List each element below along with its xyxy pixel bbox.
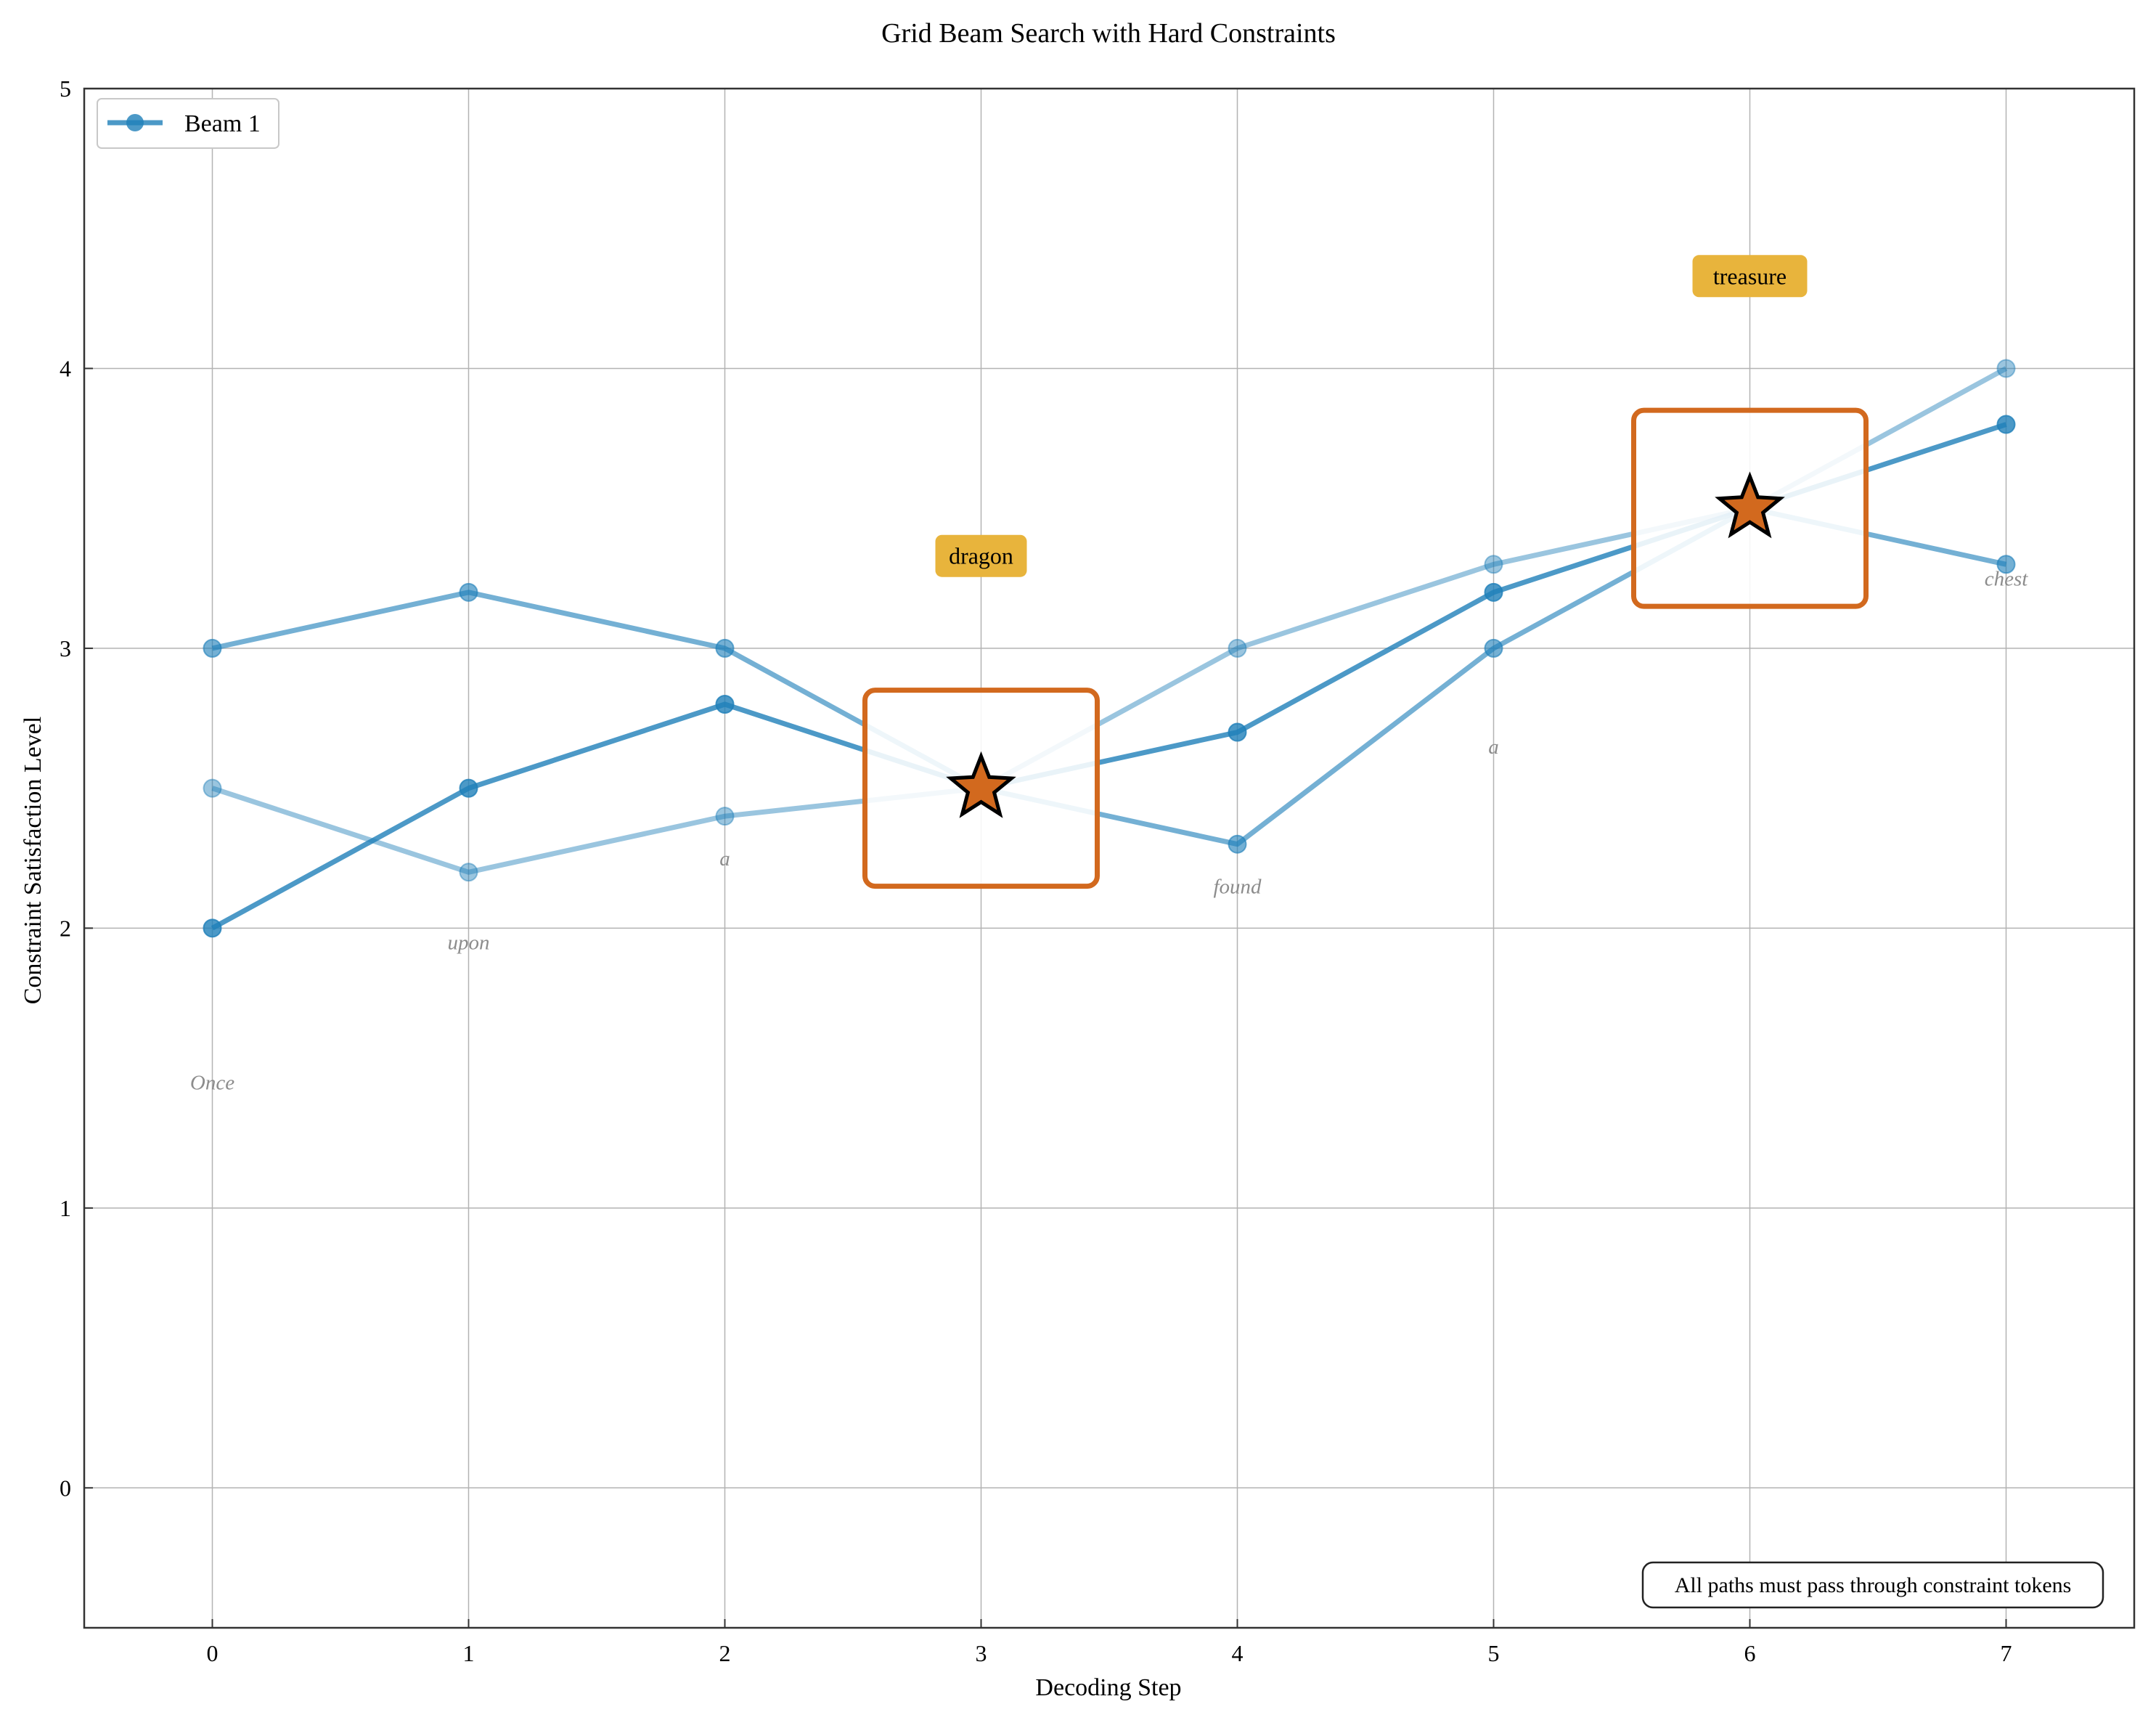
beam-3-point <box>203 778 222 798</box>
constraint-boxes: dragon treasure <box>862 255 1869 889</box>
beam-3-point <box>1996 359 2016 378</box>
beam-3-point <box>1484 555 1503 574</box>
y-tick-label: 1 <box>60 1195 71 1221</box>
token-labels: Once upon a found a chest <box>190 568 2028 1095</box>
beam-1-point <box>715 695 735 714</box>
token-label: a <box>1488 735 1499 759</box>
beam-2-point <box>1228 834 1247 854</box>
x-tick-label: 6 <box>1744 1640 1756 1666</box>
constraint-treasure: treasure <box>1631 255 1869 609</box>
y-tick-label: 3 <box>60 635 71 661</box>
x-tick-label: 1 <box>463 1640 475 1666</box>
token-label: Once <box>190 1071 234 1094</box>
legend-label: Beam 1 <box>184 110 261 137</box>
x-tick-label: 2 <box>719 1640 731 1666</box>
beam-3-point <box>459 863 478 882</box>
token-label: upon <box>448 932 490 955</box>
note-frame <box>1641 1561 2104 1609</box>
beam-2-point <box>1996 555 2016 574</box>
beam-1-point <box>459 778 478 798</box>
legend: Beam 1 <box>97 98 279 149</box>
beam-2-point <box>459 582 478 602</box>
grid-lines <box>84 88 2134 1628</box>
x-tick-label: 3 <box>976 1640 987 1666</box>
y-tick-label: 2 <box>60 915 71 941</box>
plot-frame <box>83 87 2136 1629</box>
note-box: All paths must pass through constraint t… <box>1641 1561 2104 1609</box>
beam-2-point <box>203 638 222 658</box>
y-tick-label: 0 <box>60 1475 71 1501</box>
token-label: found <box>1213 876 1262 899</box>
token-label: chest <box>1985 568 2029 591</box>
constraint-dragon: dragon <box>862 534 1100 889</box>
constraint-label: dragon <box>949 543 1013 569</box>
y-tick-label: 5 <box>60 76 71 102</box>
x-axis-ticks: 0 1 2 3 4 5 6 7 <box>207 1619 2012 1666</box>
beam-1-point <box>1996 415 2016 434</box>
constraint-star-marker <box>1715 471 1785 539</box>
y-axis-label: Constraint Satisfaction Level <box>20 717 46 1005</box>
constraint-label-bg <box>1692 255 1808 298</box>
beam-1-point <box>1228 722 1247 742</box>
constraint-label-bg <box>935 534 1027 577</box>
x-tick-label: 7 <box>2001 1640 2012 1666</box>
note-text: All paths must pass through constraint t… <box>1675 1573 2072 1597</box>
beam-2-point <box>715 638 735 658</box>
y-tick-label: 4 <box>60 355 71 381</box>
beam-3-point <box>1228 638 1247 658</box>
x-tick-label: 4 <box>1232 1640 1244 1666</box>
constraint-star-marker <box>946 751 1016 818</box>
y-axis-ticks: 0 1 2 3 4 5 <box>60 76 93 1501</box>
beam-1-point <box>203 918 222 938</box>
x-axis-label: Decoding Step <box>1035 1674 1181 1701</box>
x-tick-label: 0 <box>207 1640 219 1666</box>
legend-marker-swatch <box>126 114 144 131</box>
x-tick-label: 5 <box>1488 1640 1500 1666</box>
token-label: a <box>719 847 730 871</box>
beam-3-point <box>715 807 735 826</box>
chart-title: Grid Beam Search with Hard Constraints <box>881 18 1336 49</box>
legend-frame <box>97 98 279 149</box>
beam-1-point <box>1484 582 1503 602</box>
beam-2-point <box>1484 638 1503 658</box>
constraint-label: treasure <box>1713 263 1787 289</box>
